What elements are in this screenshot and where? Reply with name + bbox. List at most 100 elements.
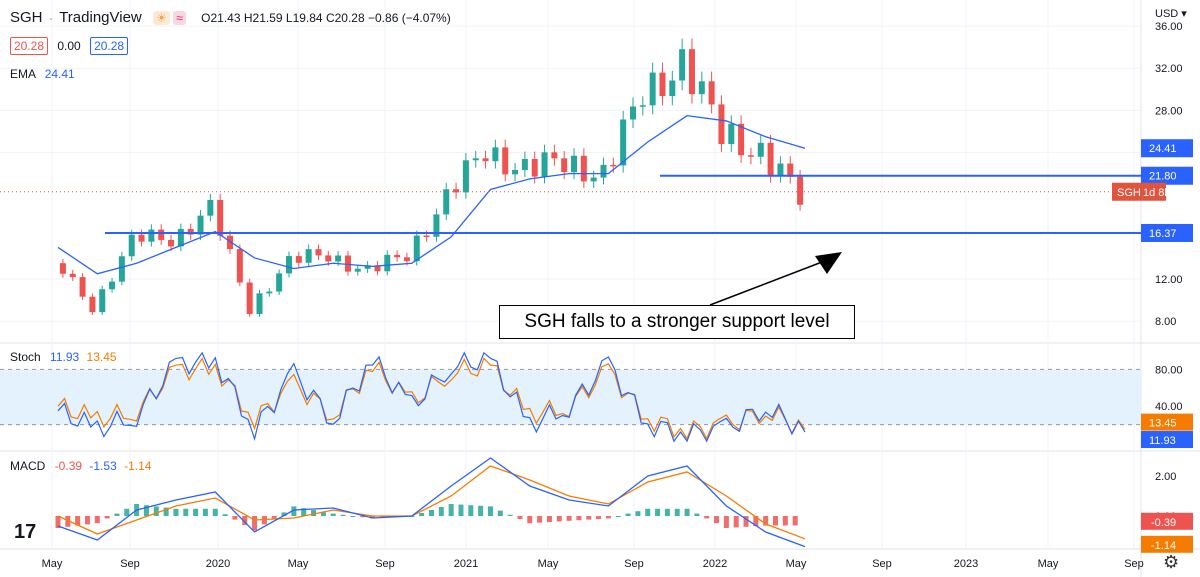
macd-hist-bar xyxy=(714,516,720,524)
macd-hist-bar xyxy=(497,510,503,516)
candle-body xyxy=(99,289,106,313)
symbol-title[interactable]: SGH xyxy=(10,9,43,26)
macd-hist-bar xyxy=(507,514,513,516)
price-badge xyxy=(1141,166,1193,185)
candle-body xyxy=(403,257,410,262)
open-value: O21.43 xyxy=(201,11,241,25)
candle-body xyxy=(79,277,86,297)
macd-hist-bar xyxy=(340,514,346,516)
candle-body xyxy=(276,273,283,292)
x-tick-label: May xyxy=(538,558,559,570)
x-tick-label: May xyxy=(1038,558,1059,570)
candle-body xyxy=(394,254,401,258)
candle-body xyxy=(69,273,76,278)
macd-hist-bar xyxy=(65,516,71,527)
candle-body xyxy=(148,229,155,242)
ema-value: 24.41 xyxy=(44,67,75,81)
annotation-callout[interactable]: SGH falls to a stronger support level xyxy=(499,305,855,339)
weather-icon: ☀ xyxy=(153,11,170,25)
y-tick-label: 28.00 xyxy=(1155,105,1183,117)
bid-button[interactable]: 20.28 xyxy=(10,37,49,55)
candle-body xyxy=(738,123,745,156)
candle-body xyxy=(757,142,764,157)
macd-hist-bar xyxy=(674,508,680,516)
macd-hist-bar xyxy=(153,506,159,516)
macd-hist-bar xyxy=(242,516,248,525)
candle-body xyxy=(590,177,597,182)
chevron-down-icon: ▾ xyxy=(1181,8,1187,20)
macd-hist-bar xyxy=(320,511,326,516)
candle-body xyxy=(561,158,568,173)
macd-hist-bar xyxy=(183,508,189,516)
macd-hist-bar xyxy=(487,506,493,516)
macd-hist-bar xyxy=(55,516,61,528)
candle-body xyxy=(600,164,607,178)
macd-line xyxy=(57,457,806,548)
candle-body xyxy=(492,147,499,162)
macd-hist-bar xyxy=(104,516,110,519)
candle-body xyxy=(118,256,125,282)
platform-name: TradingView xyxy=(59,9,142,26)
gear-icon[interactable]: ⚙ xyxy=(1163,552,1180,572)
macd-hist-bar xyxy=(193,508,199,516)
macd-hist-bar xyxy=(281,512,287,516)
stoch-label: Stoch xyxy=(10,350,41,364)
candle-body xyxy=(246,282,253,315)
candle-body xyxy=(423,235,430,238)
candle-body xyxy=(787,163,794,177)
macd-hist-bar xyxy=(84,516,90,525)
macd-hist-bar xyxy=(753,516,759,527)
macd-hist-bar xyxy=(271,516,277,519)
candle-body xyxy=(364,265,371,269)
macd-hist-bar xyxy=(448,504,454,516)
macd-value: -0.39 xyxy=(54,459,83,473)
x-tick-label: Sep xyxy=(120,558,140,570)
candle-body xyxy=(354,268,361,272)
tradingview-logo: 17 xyxy=(14,521,36,543)
x-tick-label: 2021 xyxy=(454,558,478,570)
candle-body xyxy=(256,293,263,315)
macd-badge xyxy=(1141,512,1193,530)
macd-hist-bar xyxy=(350,516,356,517)
candle-body xyxy=(580,155,587,182)
candle-body xyxy=(59,263,66,274)
wave-icon[interactable]: ≈ xyxy=(173,11,186,25)
macd-hist-bar xyxy=(733,516,739,528)
y-tick-label: 32.00 xyxy=(1155,63,1183,75)
candle-body xyxy=(659,72,666,97)
candle-body xyxy=(531,158,538,177)
macd-hist-bar xyxy=(605,516,611,519)
currency-label[interactable]: USD ▾ xyxy=(1155,8,1187,20)
bid-ask-row: 20.28 0.00 20.28 xyxy=(10,37,129,55)
last-price-badge xyxy=(1112,182,1166,201)
macd-hist-bar xyxy=(360,516,366,518)
macd-hist-bar xyxy=(222,514,228,516)
stoch-k-line xyxy=(57,351,806,443)
candle-body xyxy=(698,81,705,95)
high-value: H21.59 xyxy=(243,11,283,25)
candle-body xyxy=(718,104,725,144)
y-tick-label: 8.00 xyxy=(1155,316,1176,328)
candle-body xyxy=(797,176,804,205)
macd-hist-bar xyxy=(576,516,582,521)
macd-hist-bar xyxy=(792,516,798,526)
candle-body xyxy=(462,160,469,193)
macd-hist-bar xyxy=(429,510,434,516)
candle-body xyxy=(305,249,312,263)
macd-hist-bar xyxy=(438,507,444,516)
candle-body xyxy=(227,235,234,250)
x-tick-label: 2022 xyxy=(703,558,727,570)
x-tick-label: Sep xyxy=(1124,558,1144,570)
change-value: −0.86 (−4.07%) xyxy=(368,11,451,25)
macd-hist-bar xyxy=(527,516,533,524)
ask-button[interactable]: 20.28 xyxy=(90,37,129,55)
candle-body xyxy=(669,80,676,97)
macd-hist-bar xyxy=(94,516,100,524)
macd-hist-bar xyxy=(75,516,81,526)
macd-hist-bar xyxy=(694,513,700,516)
macd-hist-bar xyxy=(664,508,670,516)
macd-y-tick: 2.00 xyxy=(1155,471,1176,483)
candle-body xyxy=(285,256,292,274)
macd-hist-bar xyxy=(586,516,592,520)
candle-body xyxy=(777,163,784,176)
